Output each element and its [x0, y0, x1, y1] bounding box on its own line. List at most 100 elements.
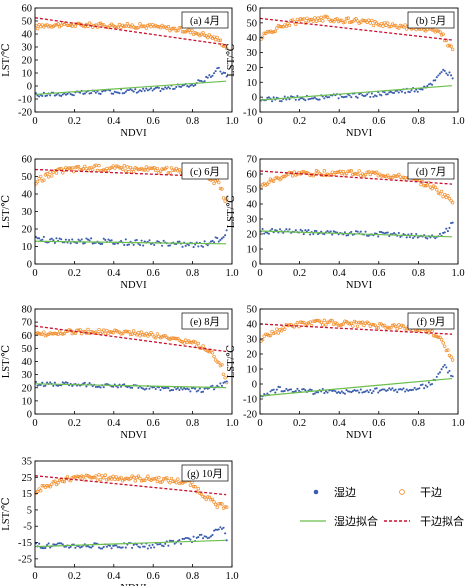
- wet-edge-point: [312, 392, 315, 396]
- dry-edge-point: [224, 46, 229, 50]
- dry-edge-point: [94, 163, 98, 167]
- x-tick-label: 0.2: [68, 571, 81, 582]
- dry-edge-point: [81, 329, 85, 334]
- dry-edge-point: [393, 174, 398, 178]
- dry-edge-point: [295, 320, 300, 325]
- dry-edge-point: [308, 320, 312, 324]
- dry-edge-point: [384, 23, 388, 27]
- wet-edge-point: [278, 228, 282, 231]
- wet-edge-point: [347, 390, 350, 393]
- dry-edge-point: [48, 170, 52, 174]
- wet-edge-point: [79, 546, 82, 549]
- wet-edge-point: [113, 242, 116, 246]
- wet-edge-point: [313, 392, 316, 395]
- wet-edge-point: [127, 89, 131, 92]
- y-tick-label: 40: [247, 320, 258, 331]
- wet-edge-point: [34, 92, 38, 95]
- wet-edge-point: [313, 229, 316, 232]
- wet-edge-point: [168, 87, 171, 90]
- wet-edge-point: [405, 388, 408, 391]
- dry-edge-point: [395, 327, 399, 331]
- wet-edge-point: [408, 91, 411, 94]
- wet-edge-point: [375, 95, 378, 98]
- wet-edge-point: [175, 388, 178, 391]
- dry-edge-point: [124, 476, 128, 481]
- wet-edge-point: [41, 547, 44, 550]
- wet-edge-point: [326, 229, 329, 233]
- wet-edge-point: [186, 387, 189, 390]
- wet-edge-point: [410, 232, 413, 236]
- dry-edge-point: [279, 329, 284, 333]
- wet-edge-point: [214, 236, 217, 239]
- wet-edge-point: [211, 74, 214, 77]
- wet-edge-point: [280, 390, 283, 393]
- y-tick-label: 25: [22, 473, 33, 484]
- dry-edge-point: [95, 478, 100, 482]
- wet-edge-point: [358, 93, 361, 96]
- wet-edge-point: [64, 381, 67, 384]
- wet-edge-point: [440, 368, 443, 371]
- dry-edge-point: [341, 169, 346, 174]
- wet-edge-point: [326, 391, 329, 394]
- dry-edge-point: [86, 327, 90, 332]
- y-tick-label: -15: [18, 538, 32, 549]
- wet-edge-point: [44, 94, 47, 98]
- wet-edge-point: [356, 230, 359, 233]
- y-tick-label: 50: [22, 344, 33, 355]
- dry-edge-point: [275, 327, 279, 331]
- dry-edge-point: [201, 30, 205, 35]
- wet-edge-point: [343, 392, 346, 395]
- dry-edge-point: [223, 504, 227, 509]
- dry-edge-point: [100, 22, 104, 27]
- wet-edge-point: [154, 387, 157, 391]
- wet-edge-point: [359, 230, 362, 233]
- wet-edge-point: [307, 98, 310, 101]
- wet-edge-point: [383, 232, 386, 235]
- dry-edge-point: [344, 16, 349, 21]
- y-axis-title: LST/℃: [1, 345, 12, 379]
- wet-edge-point: [75, 241, 79, 245]
- dry-edge-point: [174, 166, 178, 171]
- wet-edge-point: [102, 237, 105, 240]
- dry-edge-point: [223, 376, 227, 380]
- wet-edge-point: [115, 91, 118, 94]
- wet-edge-point: [198, 79, 201, 82]
- wet-edge-point: [316, 391, 320, 394]
- x-tick-label: 0.8: [186, 418, 199, 429]
- wet-edge-point: [261, 227, 264, 231]
- wet-edge-point: [42, 547, 45, 550]
- wet-edge-point: [450, 374, 453, 377]
- wet-edge-point: [121, 92, 124, 95]
- wet-edge-point: [208, 74, 211, 77]
- dry-edge-point: [54, 331, 59, 336]
- wet-edge-point: [203, 240, 206, 243]
- wet-edge-point: [58, 542, 61, 545]
- wet-edge-point: [348, 390, 351, 393]
- dry-edge-point: [67, 166, 71, 170]
- wet-edge-point: [435, 76, 438, 79]
- dry-edge-point: [147, 166, 152, 170]
- wet-edge-point: [162, 239, 165, 242]
- dry-edge-point: [368, 21, 372, 25]
- wet-edge-point: [438, 72, 442, 75]
- dry-edge-point: [354, 16, 358, 21]
- dry-edge-point: [97, 163, 101, 168]
- wet-edge-point: [148, 544, 151, 547]
- wet-edge-point: [397, 91, 400, 94]
- dry-edge-point: [161, 167, 166, 171]
- dry-edge-point: [196, 486, 201, 491]
- wet-edge-point: [149, 546, 153, 549]
- dry-edge-point: [45, 333, 49, 337]
- dry-edge-point: [135, 26, 139, 30]
- wet-edge-point: [364, 94, 367, 97]
- wet-edge-point: [224, 71, 227, 74]
- wet-edge-point: [94, 385, 97, 389]
- wet-edge-point: [101, 242, 104, 245]
- panel-7: 0 0.2 0.4 0.6 0.8 1.0 -25 -15 -5 5 15 25 35 NDVI LST/℃…: [1, 457, 239, 586]
- dry-edge-point: [154, 476, 158, 481]
- wet-edge-point: [41, 238, 44, 241]
- x-tick-label: 1.0: [451, 268, 464, 279]
- wet-edge-point: [283, 389, 286, 392]
- dry-edge-point: [328, 318, 333, 323]
- dry-edge-point: [171, 479, 175, 484]
